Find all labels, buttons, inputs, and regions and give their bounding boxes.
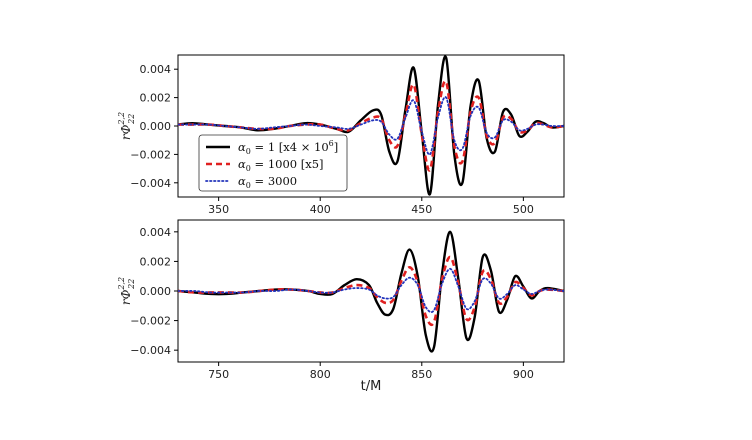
bottom-ticks-group: 750 800 850 900 −0.004 −0.002 0.000 0.002 0.004 bbox=[130, 226, 534, 381]
top-xtick-label: 500 bbox=[513, 203, 534, 216]
top-ytick-label: −0.002 bbox=[130, 148, 171, 161]
bottom-xtick-label: 900 bbox=[513, 368, 534, 381]
bottom-ytick-label: 0.002 bbox=[140, 255, 172, 268]
bottom-xlabel: t/M bbox=[361, 379, 382, 394]
top-xtick-label: 400 bbox=[310, 203, 331, 216]
top-xtick-label: 450 bbox=[411, 203, 432, 216]
legend-box bbox=[198, 134, 348, 192]
top-ylabel-sub: 22 bbox=[127, 114, 136, 125]
top-ytick-label: 0.000 bbox=[140, 120, 172, 133]
bottom-ytick-label: −0.002 bbox=[130, 315, 171, 328]
top-ytick-label: 0.002 bbox=[140, 92, 172, 105]
bottom-ylabel: rΦ2,222 bbox=[117, 277, 136, 305]
bottom-ylabel-main: rΦ bbox=[119, 289, 133, 305]
legend: α0 = 1 [x4 × 106]α0 = 1000 [x5]α0 = 3000 bbox=[198, 134, 348, 192]
bottom-ylabel-sub: 22 bbox=[127, 279, 136, 290]
top-series-line-2 bbox=[178, 96, 564, 156]
legend-label-1: α0 = 1000 [x5] bbox=[238, 157, 324, 173]
top-ylabel: rΦ2,222 bbox=[117, 112, 136, 140]
bottom-xtick-label: 800 bbox=[310, 368, 331, 381]
bottom-series-line-0 bbox=[178, 230, 564, 353]
bottom-panel: 750 800 850 900−0.004−0.0020.0000.0020.004 … bbox=[117, 219, 565, 394]
bottom-ytick-label: 0.000 bbox=[140, 285, 172, 298]
bottom-xtick-label: 850 bbox=[411, 368, 432, 381]
top-ytick-label: 0.004 bbox=[140, 63, 172, 76]
top-series-group bbox=[178, 55, 564, 196]
bottom-ytick-label: −0.004 bbox=[130, 344, 171, 357]
top-ytick-label: −0.004 bbox=[130, 177, 171, 190]
top-ylabel-sup: 2,2 bbox=[117, 112, 126, 126]
legend-label-0: α0 = 1 [x4 × 106] bbox=[238, 139, 338, 156]
top-xtick-label: 350 bbox=[208, 203, 229, 216]
top-series-line-1 bbox=[178, 79, 564, 172]
bottom-series-line-1 bbox=[178, 255, 564, 326]
legend-entries: α0 = 1 [x4 × 106]α0 = 1000 [x5]α0 = 3000 bbox=[205, 139, 338, 190]
legend-label-2: α0 = 3000 bbox=[238, 174, 297, 190]
bottom-ylabel-sup: 2,2 bbox=[117, 277, 126, 291]
bottom-ytick-label: 0.004 bbox=[140, 226, 172, 239]
top-ylabel-main: rΦ bbox=[119, 124, 133, 140]
top-series-line-0 bbox=[178, 55, 564, 196]
bottom-xtick-label: 750 bbox=[208, 368, 229, 381]
bottom-series-group bbox=[178, 230, 564, 353]
bottom-series-line-2 bbox=[178, 267, 564, 314]
top-panel: 350 400 450 500−0.004−0.0020.0000.0020.004 … bbox=[117, 54, 565, 216]
top-ticks-group: 350 400 450 500 −0.004 −0.002 0.000 0.002 0.004 bbox=[130, 63, 534, 216]
